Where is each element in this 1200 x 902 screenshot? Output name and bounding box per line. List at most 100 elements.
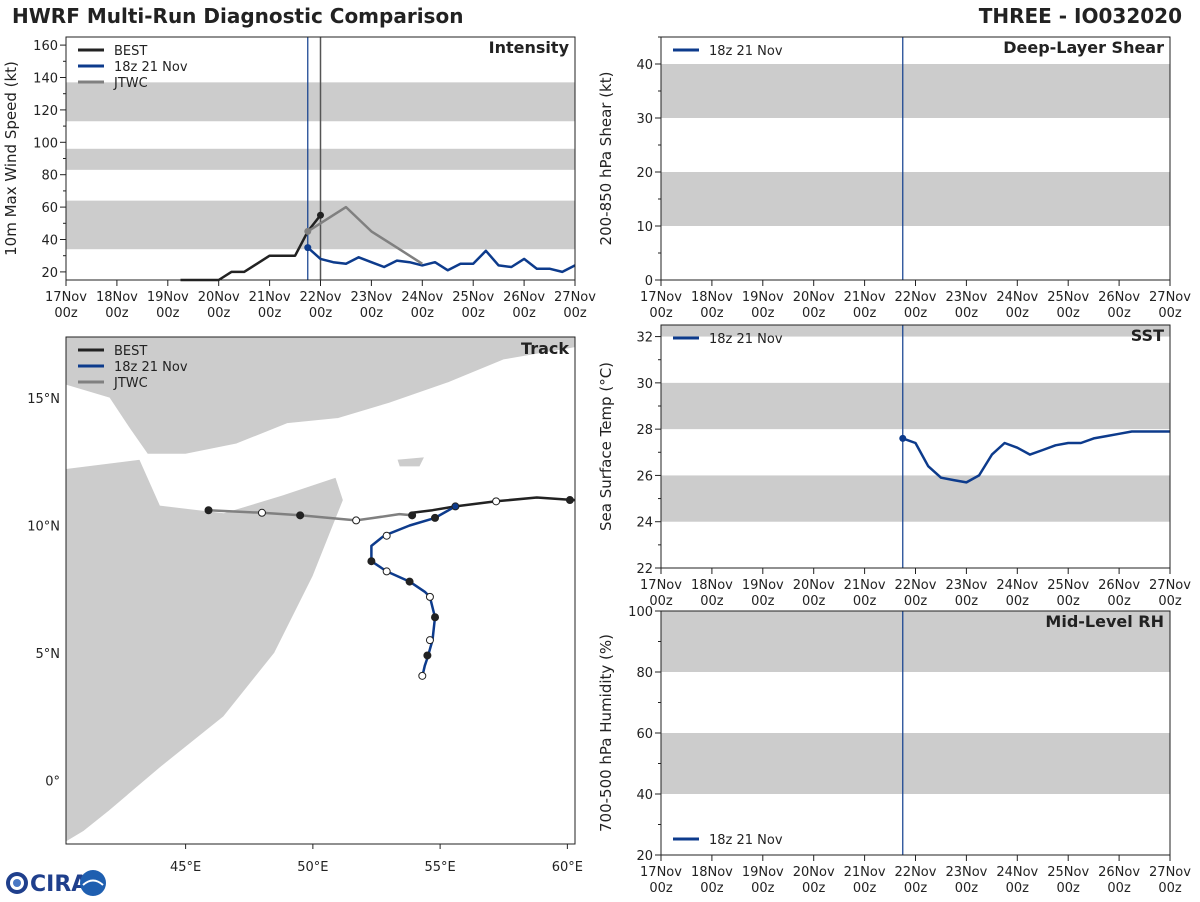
shaded-band (661, 475, 1170, 522)
x-tick-label: 17Nov (640, 578, 682, 593)
x-tick-label: 17Nov (640, 865, 682, 880)
track-point (296, 511, 305, 520)
x-tick-label: 00z (563, 306, 587, 321)
x-tick-label: 00z (1158, 881, 1182, 896)
x-tick-label: 00z (1158, 306, 1182, 321)
x-tick-label: 00z (1107, 594, 1131, 609)
x-tick-label: 17Nov (640, 290, 682, 305)
x-tick-label: 00z (853, 881, 877, 896)
series-start-point (304, 227, 312, 235)
y-tick-label: 160 (33, 39, 58, 54)
y-tick-label: 120 (33, 104, 58, 119)
x-tick-label: 00z (1107, 306, 1131, 321)
series-start-point (899, 434, 907, 442)
track-point (425, 636, 434, 645)
x-tick-label: 00z (207, 306, 231, 321)
y-tick-label: 40 (636, 58, 653, 73)
x-tick-label: 23Nov (350, 290, 392, 305)
x-tick-label: 00z (649, 881, 673, 896)
x-tick-label: 00z (360, 306, 384, 321)
figure-title: HWRF Multi-Run Diagnostic Comparison (12, 4, 464, 28)
shaded-band (661, 611, 1170, 672)
track-line-best (411, 496, 575, 515)
x-tick-label: 21Nov (844, 578, 886, 593)
x-tick-label: 00z (700, 594, 724, 609)
x-tick-label: 18Nov (691, 865, 733, 880)
x-tick-label: 00z (462, 306, 486, 321)
x-tick-label: 00z (1107, 881, 1131, 896)
x-tick-label: 00z (258, 306, 282, 321)
socotra-island (396, 456, 426, 468)
x-tick-label: 00z (649, 306, 673, 321)
series-line-jtwc (307, 205, 423, 265)
series-line-18z-21-nov (306, 246, 576, 274)
track-point (367, 557, 376, 566)
x-tick-label: 25Nov (1047, 290, 1089, 305)
x-tick-label: 00z (512, 306, 536, 321)
x-tick-label: 22Nov (895, 578, 937, 593)
plot-frame (660, 324, 1171, 569)
legend-label: 18z 21 Nov (709, 44, 783, 59)
track-point (425, 592, 434, 601)
x-tick-label: 27Nov (1149, 578, 1191, 593)
x-tick-label: 00z (751, 881, 775, 896)
x-tick-label: 00z (853, 594, 877, 609)
x-tick-label: 27Nov (1149, 290, 1191, 305)
logo-text: CIRA (30, 872, 88, 897)
x-tick-label: 00z (1057, 306, 1081, 321)
x-tick-label: 00z (802, 594, 826, 609)
panel-shear: 01020304017Nov00z18Nov00z19Nov00z20Nov00… (597, 36, 1191, 321)
y-tick-label: 10 (636, 220, 653, 235)
x-tick-label: 00z (700, 881, 724, 896)
x-tick-label: 22Nov (895, 865, 937, 880)
panel-sst: 22242628303217Nov00z18Nov00z19Nov00z20No… (597, 324, 1191, 609)
track-line-18z-21-nov (370, 505, 457, 677)
x-tick-label: 18Nov (691, 578, 733, 593)
x-tick-label: 24Nov (996, 290, 1038, 305)
x-tick-label: 00z (1057, 594, 1081, 609)
track-point (431, 513, 440, 522)
x-tick-label: 00z (411, 306, 435, 321)
shaded-band (661, 172, 1170, 226)
x-tick-label: 26Nov (1098, 865, 1140, 880)
track-point (431, 613, 440, 622)
y-tick-label: 30 (636, 377, 653, 392)
x-tick-label: 21Nov (249, 290, 291, 305)
y-tick-label: 80 (636, 666, 653, 681)
lat-tick-label: 10°N (27, 520, 60, 535)
lon-tick-label: 50°E (297, 860, 328, 875)
panel-rh: 2040608010017Nov00z18Nov00z19Nov00z20Nov… (597, 605, 1191, 896)
x-tick-label: 00z (649, 594, 673, 609)
y-tick-label: 0 (645, 274, 653, 289)
series-start-point (304, 244, 312, 252)
x-tick-label: 20Nov (198, 290, 240, 305)
lon-tick-label: 55°E (424, 860, 455, 875)
x-tick-label: 20Nov (793, 578, 835, 593)
shaded-band (661, 382, 1170, 430)
arabia-landmass (66, 337, 575, 455)
y-tick-label: 140 (33, 72, 58, 87)
series-line-18z-21-nov (902, 430, 1170, 484)
y-tick-label: 24 (636, 516, 653, 531)
y-tick-label: 80 (41, 169, 58, 184)
legend-label: BEST (114, 344, 147, 359)
lat-tick-label: 0° (45, 774, 60, 789)
x-tick-label: 26Nov (1098, 578, 1140, 593)
x-tick-label: 19Nov (742, 290, 784, 305)
y-tick-label: 20 (41, 266, 58, 281)
panel-track: 45°E 50°E 55°E 60°E 15°N 10°N 5°N 0° Track BEST18… (27, 336, 583, 875)
x-tick-label: 25Nov (1047, 865, 1089, 880)
x-tick-label: 00z (700, 306, 724, 321)
x-tick-label: 25Nov (452, 290, 494, 305)
y-tick-label: 40 (636, 788, 653, 803)
y-tick-label: 20 (636, 849, 653, 864)
y-tick-label: 60 (636, 727, 653, 742)
panel-title: Mid-Level RH (1045, 612, 1164, 631)
y-tick-label: 32 (636, 331, 653, 346)
y-tick-label: 22 (636, 562, 653, 577)
x-tick-label: 00z (853, 306, 877, 321)
x-tick-label: 00z (904, 594, 928, 609)
track-point (382, 531, 391, 540)
y-tick-label: 100 (628, 605, 653, 620)
legend-label: 18z 21 Nov (114, 60, 188, 75)
